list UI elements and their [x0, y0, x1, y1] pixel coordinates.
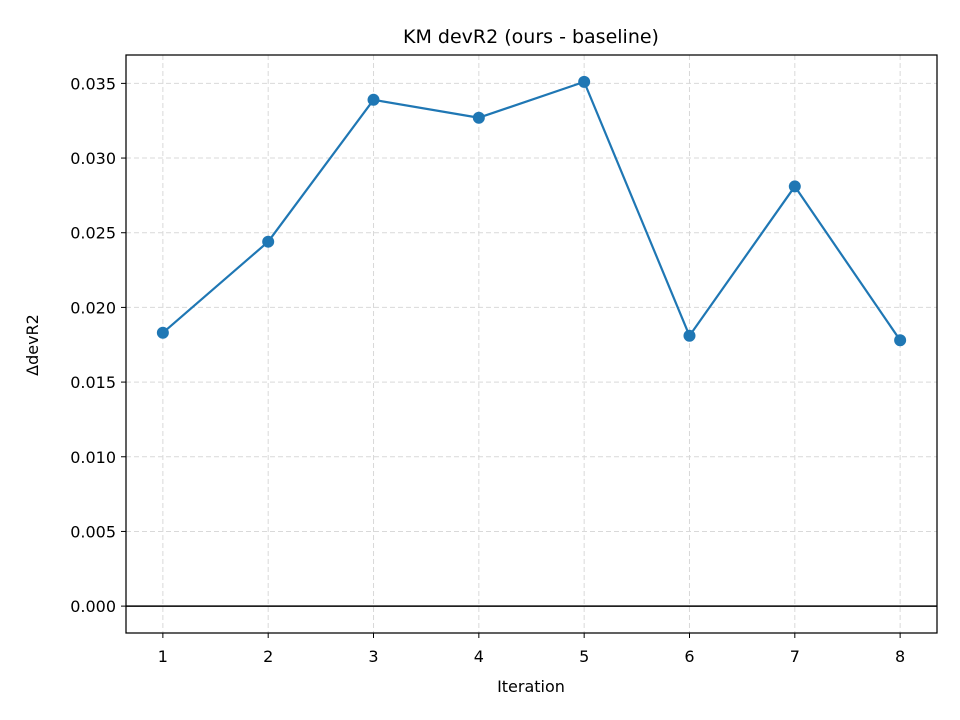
y-tick-label: 0.010 — [70, 448, 116, 467]
y-tick-label: 0.000 — [70, 597, 116, 616]
x-tick-label: 2 — [263, 647, 273, 666]
x-tick-label: 5 — [579, 647, 589, 666]
data-point — [367, 93, 380, 106]
y-tick-label: 0.030 — [70, 149, 116, 168]
y-tick-label: 0.035 — [70, 74, 116, 93]
data-point — [472, 111, 485, 124]
grid — [126, 55, 937, 633]
x-tick-label: 1 — [158, 647, 168, 666]
y-tick-label: 0.005 — [70, 522, 116, 541]
x-tick-label: 6 — [684, 647, 694, 666]
series — [156, 75, 907, 347]
x-axis-label: Iteration — [497, 677, 565, 696]
data-point — [683, 329, 696, 342]
x-tick-label: 3 — [368, 647, 378, 666]
x-tick-label: 8 — [895, 647, 905, 666]
x-tick-label: 4 — [474, 647, 484, 666]
y-tick-label: 0.020 — [70, 298, 116, 317]
chart-title: KM devR2 (ours - baseline) — [403, 26, 659, 48]
y-axis-label: ΔdevR2 — [23, 314, 42, 376]
x-ticks: 1 2 3 4 5 6 7 8 — [158, 633, 905, 666]
data-point — [578, 75, 591, 88]
y-tick-label: 0.025 — [70, 224, 116, 243]
y-ticks: 0.000 0.005 0.010 0.015 0.020 0.025 0.030 0.035 — [70, 74, 126, 616]
plot-frame — [125, 54, 938, 634]
y-tick-label: 0.015 — [70, 373, 116, 392]
x-tick-label: 7 — [790, 647, 800, 666]
data-point — [262, 235, 275, 248]
data-point — [156, 326, 169, 339]
data-point — [788, 180, 801, 193]
data-point — [894, 334, 907, 347]
series-line — [162, 80, 902, 341]
